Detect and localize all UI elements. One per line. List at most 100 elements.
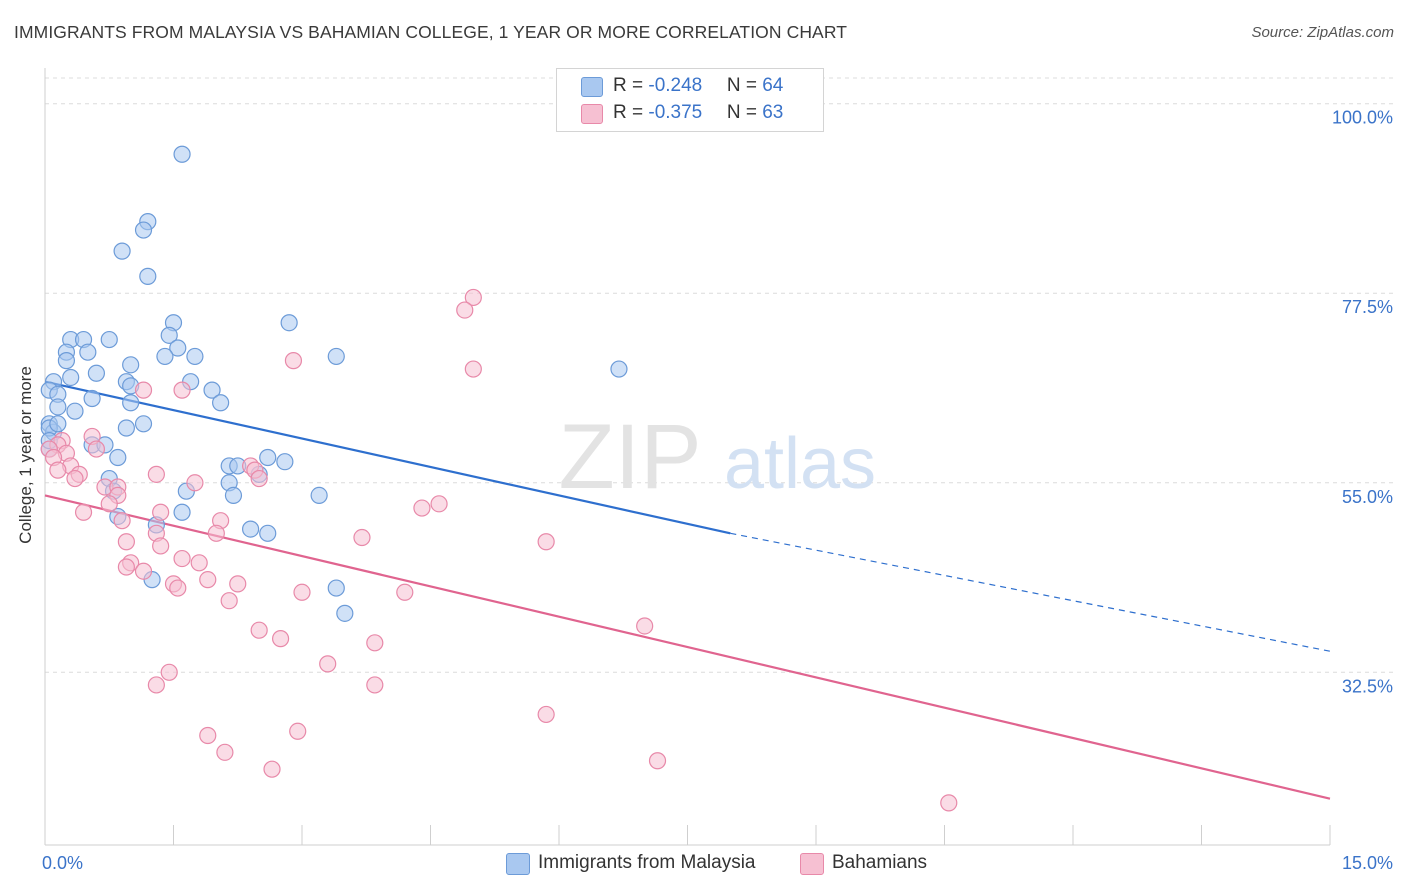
point-bahamians — [250, 469, 268, 488]
y-tick-label: 77.5% — [1342, 297, 1393, 317]
point-bahamians — [173, 549, 191, 568]
y-tick-label: 32.5% — [1342, 676, 1393, 696]
watermark: ZIP atlas — [558, 406, 876, 508]
point-bahamians — [229, 575, 247, 593]
point-bahamians — [271, 630, 290, 648]
source-credit: Source: ZipAtlas.com — [1251, 24, 1394, 41]
point-bahamians — [147, 465, 165, 483]
point-malaysia — [259, 448, 277, 467]
point-bahamians — [940, 794, 958, 812]
point-malaysia — [160, 326, 178, 344]
point-malaysia — [169, 339, 187, 357]
point-malaysia — [259, 524, 277, 542]
legend-r-label: R = — [613, 75, 649, 96]
point-bahamians — [113, 512, 131, 530]
point-malaysia — [327, 579, 345, 597]
point-malaysia — [173, 145, 191, 163]
y-tick-label: 100.0% — [1332, 108, 1393, 128]
point-malaysia — [109, 448, 127, 467]
point-bahamians — [186, 474, 204, 492]
point-bahamians — [263, 760, 281, 778]
point-malaysia — [610, 360, 628, 378]
trend-line-bahamians — [44, 494, 1331, 800]
point-bahamians — [134, 381, 153, 399]
point-bahamians — [207, 524, 225, 542]
point-bahamians — [87, 440, 106, 458]
point-malaysia — [100, 330, 118, 349]
trend-line-malaysia — [44, 380, 731, 535]
point-bahamians — [66, 469, 84, 488]
point-bahamians — [456, 301, 474, 319]
point-malaysia — [62, 368, 80, 387]
point-malaysia — [156, 347, 174, 366]
point-malaysia — [79, 343, 97, 361]
point-bahamians — [537, 705, 555, 724]
axes — [44, 68, 1331, 846]
point-bahamians — [464, 360, 482, 378]
trend-lines — [44, 380, 1331, 800]
point-bahamians — [134, 562, 153, 580]
point-malaysia — [173, 503, 191, 521]
point-bahamians — [293, 583, 311, 601]
point-malaysia — [113, 242, 131, 260]
point-bahamians — [117, 533, 135, 551]
point-malaysia — [327, 347, 345, 366]
point-bahamians — [74, 503, 93, 521]
point-bahamians — [353, 528, 371, 547]
point-bahamians — [199, 726, 217, 745]
point-bahamians — [49, 461, 67, 479]
point-bahamians — [396, 583, 414, 601]
point-bahamians — [216, 743, 234, 761]
point-bahamians — [169, 579, 187, 597]
point-malaysia — [57, 352, 76, 370]
legend-n-label: N = — [726, 102, 763, 123]
point-bahamians — [199, 571, 217, 589]
point-bahamians — [100, 495, 118, 513]
point-bahamians — [117, 558, 135, 576]
bottom-legend-label-bahamians: Bahamians — [832, 852, 928, 873]
point-malaysia — [212, 394, 230, 412]
data-points — [40, 145, 958, 812]
point-malaysia — [122, 356, 140, 374]
x-tick-label: 15.0% — [1342, 853, 1393, 873]
legend-swatch-malaysia — [581, 77, 603, 97]
legend-n-value-bahamians: 63 — [762, 102, 784, 123]
point-malaysia — [242, 520, 260, 538]
legend-swatch-bahamians — [581, 104, 603, 124]
trend-line-malaysia-extension — [730, 532, 1331, 652]
point-bahamians — [220, 592, 238, 610]
point-malaysia — [276, 453, 294, 471]
point-bahamians — [413, 499, 431, 517]
point-bahamians — [430, 495, 448, 513]
point-malaysia — [310, 486, 328, 505]
chart-title: IMMIGRANTS FROM MALAYSIA VS BAHAMIAN COL… — [14, 22, 848, 42]
point-bahamians — [464, 288, 482, 307]
y-tick-label: 55.0% — [1342, 487, 1393, 507]
point-bahamians — [537, 533, 555, 551]
point-bahamians — [250, 621, 268, 639]
point-bahamians — [190, 554, 208, 572]
point-malaysia — [122, 394, 140, 412]
point-bahamians — [366, 676, 384, 694]
watermark-atlas: atlas — [724, 424, 876, 504]
point-bahamians — [648, 752, 667, 770]
point-malaysia — [49, 398, 67, 416]
correlation-legend: R = -0.248 N = 64 R = -0.375 N = 63 — [556, 68, 824, 132]
legend-n-label: N = — [726, 75, 763, 96]
legend-r-value-bahamians: -0.375 — [648, 102, 703, 123]
tick-labels: 100.0% 77.5% 55.0% 32.5% 0.0% 15.0% — [42, 108, 1393, 873]
point-malaysia — [134, 415, 153, 433]
point-malaysia — [203, 381, 221, 399]
legend-r-value-malaysia: -0.248 — [648, 75, 703, 96]
point-malaysia — [87, 364, 106, 382]
point-malaysia — [83, 389, 101, 408]
point-malaysia — [224, 486, 243, 505]
point-bahamians — [366, 634, 384, 652]
bottom-legend-swatch-malaysia — [506, 853, 530, 875]
point-malaysia — [336, 604, 354, 622]
point-malaysia — [134, 221, 153, 239]
point-malaysia — [280, 314, 298, 332]
legend-r-label: R = — [613, 102, 649, 123]
point-bahamians — [152, 503, 170, 521]
